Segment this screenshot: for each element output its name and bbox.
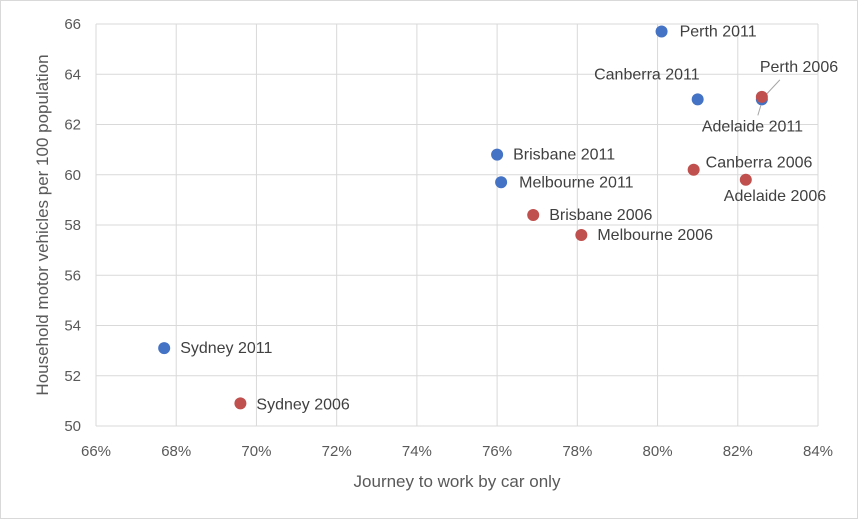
x-tick-label: 68% <box>161 443 191 460</box>
point-label-perth-2006: Perth 2006 <box>760 59 838 76</box>
y-axis-ticks: 50 52 54 56 58 60 62 64 66 <box>64 16 81 435</box>
point-label-brisbane-2011: Brisbane 2011 <box>513 147 615 164</box>
y-tick-label: 56 <box>64 267 81 284</box>
x-tick-label: 70% <box>241 443 271 460</box>
x-tick-label: 66% <box>81 443 111 460</box>
leader-line <box>765 79 781 96</box>
y-tick-label: 58 <box>64 217 81 234</box>
point-melbourne-2011 <box>495 176 508 189</box>
point-label-sydney-2006: Sydney 2006 <box>256 396 350 413</box>
point-label-sydney-2011: Sydney 2011 <box>180 340 272 357</box>
point-label-adelaide-2011: Adelaide 2011 <box>702 118 803 135</box>
y-tick-label: 64 <box>64 66 81 83</box>
data-labels: Perth 2011 Canberra 2011 Adelaide 2011 Bris… <box>180 24 838 414</box>
x-axis-title: Journey to work by car only <box>354 472 561 491</box>
y-tick-label: 62 <box>64 117 81 134</box>
y-axis-title: Household motor vehicles per 100 populat… <box>33 54 52 395</box>
y-tick-label: 60 <box>64 167 81 184</box>
y-tick-label: 66 <box>64 16 81 33</box>
y-tick-label: 52 <box>64 368 81 385</box>
point-label-canberra-2006: Canberra 2006 <box>706 155 813 172</box>
point-label-melbourne-2006: Melbourne 2006 <box>597 227 713 244</box>
leader-line <box>757 105 762 116</box>
point-label-melbourne-2011: Melbourne 2011 <box>519 174 634 191</box>
point-adelaide-2006 <box>739 173 752 186</box>
x-tick-label: 78% <box>562 443 592 460</box>
x-tick-label: 82% <box>723 443 753 460</box>
point-label-perth-2011: Perth 2011 <box>680 24 757 41</box>
leader-lines <box>757 79 781 116</box>
x-tick-label: 74% <box>402 443 432 460</box>
gridlines <box>95 23 819 427</box>
x-tick-label: 84% <box>803 443 833 460</box>
point-brisbane-2011 <box>491 148 504 161</box>
x-tick-label: 76% <box>482 443 512 460</box>
point-perth-2011 <box>655 25 668 38</box>
x-tick-label: 72% <box>322 443 352 460</box>
x-tick-label: 80% <box>643 443 673 460</box>
y-tick-label: 50 <box>64 418 81 435</box>
point-brisbane-2006 <box>527 208 540 221</box>
point-sydney-2011 <box>158 342 171 355</box>
point-canberra-2011 <box>691 93 704 106</box>
x-axis-ticks: 66% 68% 70% 72% 74% 76% 78% 80% 82% 84% <box>81 443 833 460</box>
point-label-adelaide-2006: Adelaide 2006 <box>724 188 826 205</box>
point-perth-2006 <box>755 90 768 103</box>
point-sydney-2006 <box>234 397 247 410</box>
point-label-canberra-2011: Canberra 2011 <box>594 66 700 83</box>
point-canberra-2006 <box>687 163 700 176</box>
point-melbourne-2006 <box>575 229 588 242</box>
point-label-brisbane-2006: Brisbane 2006 <box>549 207 652 224</box>
y-tick-label: 54 <box>64 318 81 335</box>
data-points <box>158 25 768 410</box>
